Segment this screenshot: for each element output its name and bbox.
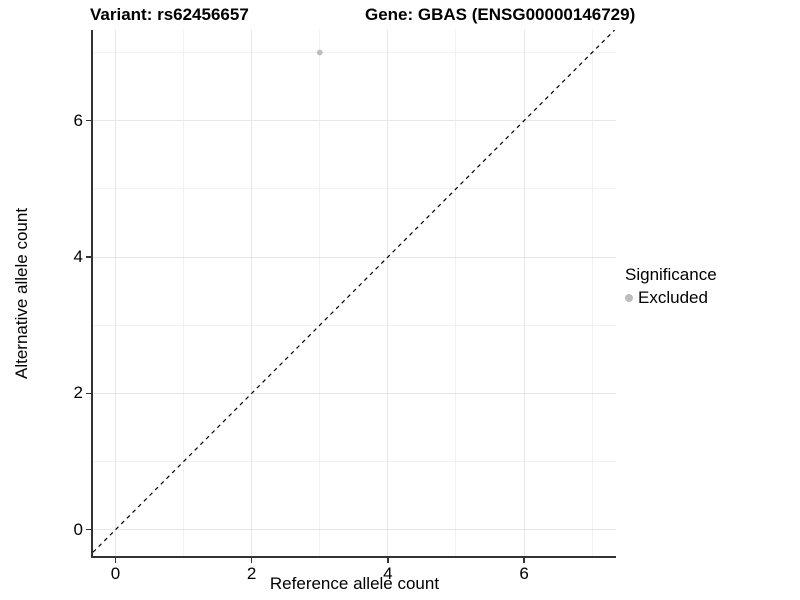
x-tick-label: 0 bbox=[110, 564, 121, 583]
x-tick-label: 2 bbox=[246, 564, 257, 583]
gridline-x-major bbox=[387, 30, 389, 557]
gridline-y-major bbox=[93, 120, 616, 122]
gridline-y-minor bbox=[93, 324, 616, 326]
legend-entries: Excluded bbox=[625, 288, 717, 308]
legend-point-icon bbox=[625, 294, 633, 302]
gridline-y-major bbox=[93, 529, 616, 531]
plot-panel bbox=[93, 30, 616, 557]
y-tick-label: 6 bbox=[73, 110, 83, 130]
gridline-x-minor bbox=[455, 30, 457, 557]
gridline-y-major bbox=[93, 256, 616, 258]
y-tick-label: 2 bbox=[73, 383, 83, 403]
x-tick-mark bbox=[250, 558, 253, 563]
legend-entry-label: Excluded bbox=[638, 288, 708, 307]
gridline-x-major bbox=[523, 30, 525, 557]
plot-canvas bbox=[93, 30, 616, 553]
identity-dashed-line bbox=[93, 30, 616, 553]
gridline-y-minor bbox=[93, 188, 616, 190]
gridline-x-minor bbox=[591, 30, 593, 557]
x-axis-title: Reference allele count bbox=[269, 574, 440, 593]
gridline-x-major bbox=[251, 30, 253, 557]
x-tick-mark bbox=[387, 558, 389, 563]
x-axis-line bbox=[91, 556, 616, 558]
gridline-y-minor bbox=[93, 461, 616, 463]
y-tick-mark bbox=[86, 119, 91, 122]
gridline-x-major bbox=[114, 30, 116, 557]
y-tick-label: 0 bbox=[73, 519, 83, 539]
variant-title: Variant: rs62456657 bbox=[90, 5, 249, 24]
gridline-x-minor bbox=[183, 30, 185, 557]
data-point bbox=[316, 49, 323, 56]
gridline-x-minor bbox=[319, 30, 321, 557]
x-tick-label: 4 bbox=[383, 564, 393, 583]
legend-title: Significance bbox=[625, 265, 717, 284]
y-tick-label: 4 bbox=[73, 247, 83, 267]
legend: Significance Excluded bbox=[625, 265, 717, 308]
gridline-y-major bbox=[93, 392, 616, 394]
gridline-y-minor bbox=[93, 51, 616, 53]
x-tick-mark bbox=[523, 558, 525, 563]
y-axis-title: Alternative allele count bbox=[12, 207, 31, 380]
gene-title: Gene: GBAS (ENSG00000146729) bbox=[365, 5, 636, 24]
x-tick-mark bbox=[114, 558, 117, 563]
legend-entry: Excluded bbox=[625, 288, 717, 308]
x-tick-label: 6 bbox=[519, 564, 529, 583]
y-tick-mark bbox=[86, 256, 91, 258]
y-tick-mark bbox=[86, 392, 91, 395]
y-tick-mark bbox=[86, 528, 91, 531]
y-axis-line bbox=[91, 30, 93, 558]
